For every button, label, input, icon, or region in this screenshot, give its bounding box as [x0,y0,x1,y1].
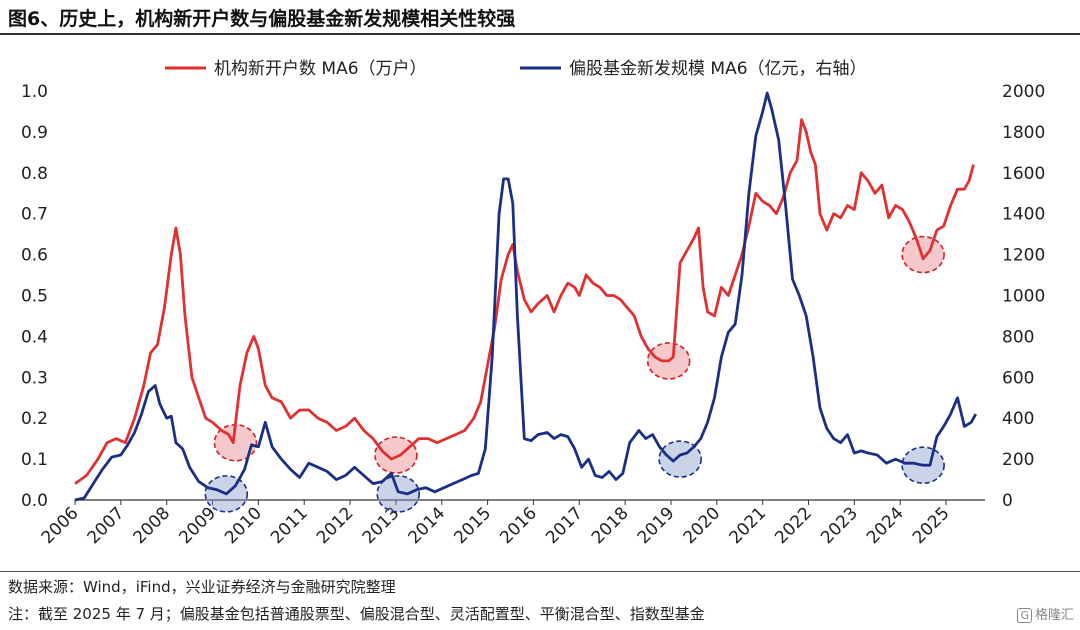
series-line-fund-issuance [74,91,978,502]
y-left-tick-label: 0.7 [21,205,48,225]
y-left-tick-label: 0.9 [21,123,48,143]
footnote: 注：截至 2025 年 7 月；偏股基金包括普通股票型、偏股混合型、灵活配置型、… [8,605,705,623]
y-left-tick-label: 0.3 [21,368,48,388]
x-tick-label: 2009 [175,503,220,548]
x-tick-label: 2024 [863,503,908,548]
y-right-tick-label: 1000 [1002,287,1045,307]
footer-divider [0,571,1080,572]
y-right-tick-label: 1600 [1002,164,1045,184]
source-note: 数据来源：Wind，iFind，兴业证券经济与金融研究院整理 [8,578,396,596]
x-tick-label: 2021 [725,503,770,548]
y-right-tick-label: 1400 [1002,205,1045,225]
y-left-tick-label: 0.2 [21,409,48,429]
y-right-tick-label: 600 [1002,368,1034,388]
y-left-tick-label: 1.0 [21,82,48,102]
x-tick-label: 2018 [588,503,633,548]
highlight-circles [204,235,945,513]
legend-label-red: 机构新开户数 MA6（万户） [214,59,427,79]
x-tick-label: 2022 [771,503,816,548]
x-tick-label: 2016 [496,503,541,548]
highlight-circle-red [374,436,418,474]
y-right-tick-label: 1200 [1002,246,1045,266]
x-tick-label: 2017 [542,503,587,548]
x-tick-label: 2012 [313,503,358,548]
watermark-text: 格隆汇 [1034,608,1074,623]
x-tick-label: 2019 [634,503,679,548]
y-left-tick-label: 0.8 [21,164,48,184]
x-tick-label: 2025 [909,503,954,548]
legend-label-blue: 偏股基金新发规模 MA6（亿元，右轴） [569,59,867,79]
x-tick-label: 2020 [680,503,725,548]
y-left-tick-label: 0.1 [21,450,48,470]
chart-title: 图6、历史上，机构新开户数与偏股基金新发规模相关性较强 [8,8,516,30]
y-right-tick-label: 2000 [1002,82,1045,102]
x-tick-label: 2023 [817,503,862,548]
axes: 0.0 0.1 0.2 0.3 0.4 0.5 0.6 0.7 0.8 0.9 1.0 0 200 400… [21,82,1045,548]
y-left-tick-label: 0.4 [21,327,48,347]
chart-area: 机构新开户数 MA6（万户） 偏股基金新发规模 MA6（亿元，右轴） 0.00.… [21,59,1045,548]
y-right-tick-label: 200 [1002,450,1034,470]
ge-logo-icon: G [1017,608,1032,623]
x-tick-label: 2007 [84,503,129,548]
series-line-accounts [74,118,975,485]
y-left-tick-label: 0.5 [21,287,48,307]
y-right-tick-label: 400 [1002,409,1034,429]
y-left-tick-label: 0.0 [21,491,48,511]
x-tick-label: 2015 [450,503,495,548]
series-lines [74,91,978,502]
x-tick-label: 2008 [129,503,174,548]
y-right-tick-label: 800 [1002,327,1034,347]
title-divider [0,33,1080,35]
watermark: G 格隆汇 [1017,604,1074,623]
y-right-tick-label: 0 [1002,491,1013,511]
highlight-circle-blue [376,475,420,513]
legend: 机构新开户数 MA6（万户） 偏股基金新发规模 MA6（亿元，右轴） [165,59,867,79]
y-right-tick-label: 1800 [1002,123,1045,143]
x-tick-label: 2014 [405,503,450,548]
x-tick-label: 2011 [267,503,312,548]
y-left-tick-label: 0.6 [21,246,48,266]
